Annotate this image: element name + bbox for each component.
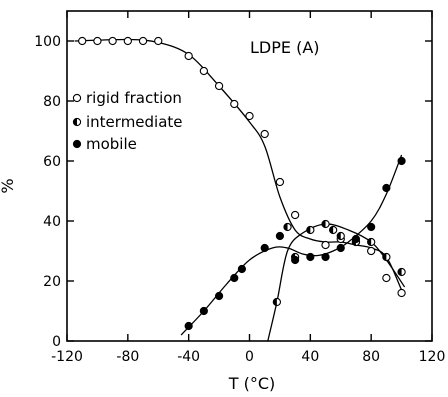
y-tick-label: 60 bbox=[43, 154, 61, 170]
x-tick-label: 80 bbox=[362, 349, 380, 365]
data-point bbox=[321, 219, 330, 229]
legend: rigid fraction intermediate mobile bbox=[72, 89, 183, 153]
data-point-half bbox=[337, 232, 341, 240]
fit-curves bbox=[74, 38, 406, 342]
y-tick-label: 80 bbox=[43, 94, 61, 110]
data-point bbox=[214, 81, 224, 91]
x-tick-label: -120 bbox=[51, 349, 83, 365]
data-point bbox=[230, 273, 239, 283]
data-point bbox=[397, 288, 406, 298]
data-point bbox=[260, 243, 269, 253]
data-point bbox=[382, 183, 391, 193]
x-tick-label: 40 bbox=[301, 349, 319, 365]
data-point bbox=[245, 111, 254, 121]
data-points bbox=[78, 36, 406, 331]
data-point bbox=[306, 252, 315, 262]
data-point-half bbox=[367, 238, 372, 246]
y-tick-label: 20 bbox=[43, 274, 61, 290]
data-point bbox=[306, 225, 315, 235]
data-point bbox=[93, 36, 102, 46]
legend-label: mobile bbox=[86, 135, 137, 153]
data-point bbox=[397, 267, 406, 277]
legend-marker-half bbox=[73, 118, 77, 126]
legend-marker bbox=[72, 117, 82, 127]
data-point bbox=[321, 252, 330, 262]
data-point bbox=[291, 255, 300, 265]
x-tick-label: -80 bbox=[116, 349, 139, 365]
data-point bbox=[336, 231, 345, 241]
data-point-half bbox=[382, 253, 387, 261]
legend-marker bbox=[72, 93, 82, 103]
chart-annotation: LDPE (A) bbox=[250, 38, 320, 57]
x-tick-label: 120 bbox=[419, 349, 446, 365]
data-point bbox=[108, 36, 117, 46]
y-tick-label: 40 bbox=[43, 214, 61, 230]
data-point bbox=[367, 237, 376, 247]
legend-marker bbox=[72, 139, 82, 149]
plot-frame bbox=[66, 10, 433, 342]
data-point bbox=[321, 240, 330, 250]
data-point bbox=[283, 222, 292, 232]
data-point bbox=[230, 99, 239, 109]
y-axis-label: % bbox=[0, 178, 17, 193]
data-point bbox=[214, 291, 224, 301]
data-point bbox=[138, 36, 148, 46]
data-point bbox=[272, 297, 282, 307]
data-point-half bbox=[283, 223, 288, 231]
data-point bbox=[397, 156, 406, 166]
y-tick-label: 100 bbox=[34, 34, 61, 50]
data-point bbox=[237, 264, 246, 274]
data-point-half bbox=[329, 226, 334, 234]
axis-ticks: -120 -80 -40 0 40 80 120 0 20 40 60 80 100 bbox=[34, 11, 445, 365]
data-point bbox=[382, 252, 391, 262]
curve-series-3 bbox=[180, 154, 403, 336]
legend-label: rigid fraction bbox=[86, 89, 182, 107]
data-point bbox=[184, 51, 193, 61]
y-tick-label: 0 bbox=[52, 334, 61, 350]
data-point bbox=[123, 36, 132, 46]
data-point bbox=[199, 306, 208, 316]
x-axis-label: T (°C) bbox=[228, 374, 276, 393]
data-point-half bbox=[273, 298, 277, 306]
data-point bbox=[275, 177, 285, 187]
x-tick-label: 0 bbox=[245, 349, 254, 365]
legend-label: intermediate bbox=[86, 113, 183, 131]
data-point bbox=[351, 234, 361, 244]
data-point-half bbox=[397, 268, 402, 276]
data-point-half bbox=[321, 220, 326, 228]
data-point bbox=[336, 243, 345, 253]
data-point bbox=[184, 321, 193, 331]
data-point-half bbox=[306, 226, 311, 234]
data-point bbox=[328, 225, 338, 235]
data-point bbox=[290, 210, 300, 220]
data-point bbox=[78, 36, 87, 46]
curve-series-1 bbox=[74, 38, 403, 291]
data-point bbox=[154, 36, 163, 46]
data-point bbox=[367, 246, 376, 256]
data-point bbox=[382, 273, 391, 283]
data-point bbox=[199, 66, 209, 76]
data-point bbox=[367, 222, 376, 232]
data-point bbox=[260, 129, 269, 139]
x-tick-label: -40 bbox=[177, 349, 200, 365]
data-point bbox=[275, 231, 285, 241]
